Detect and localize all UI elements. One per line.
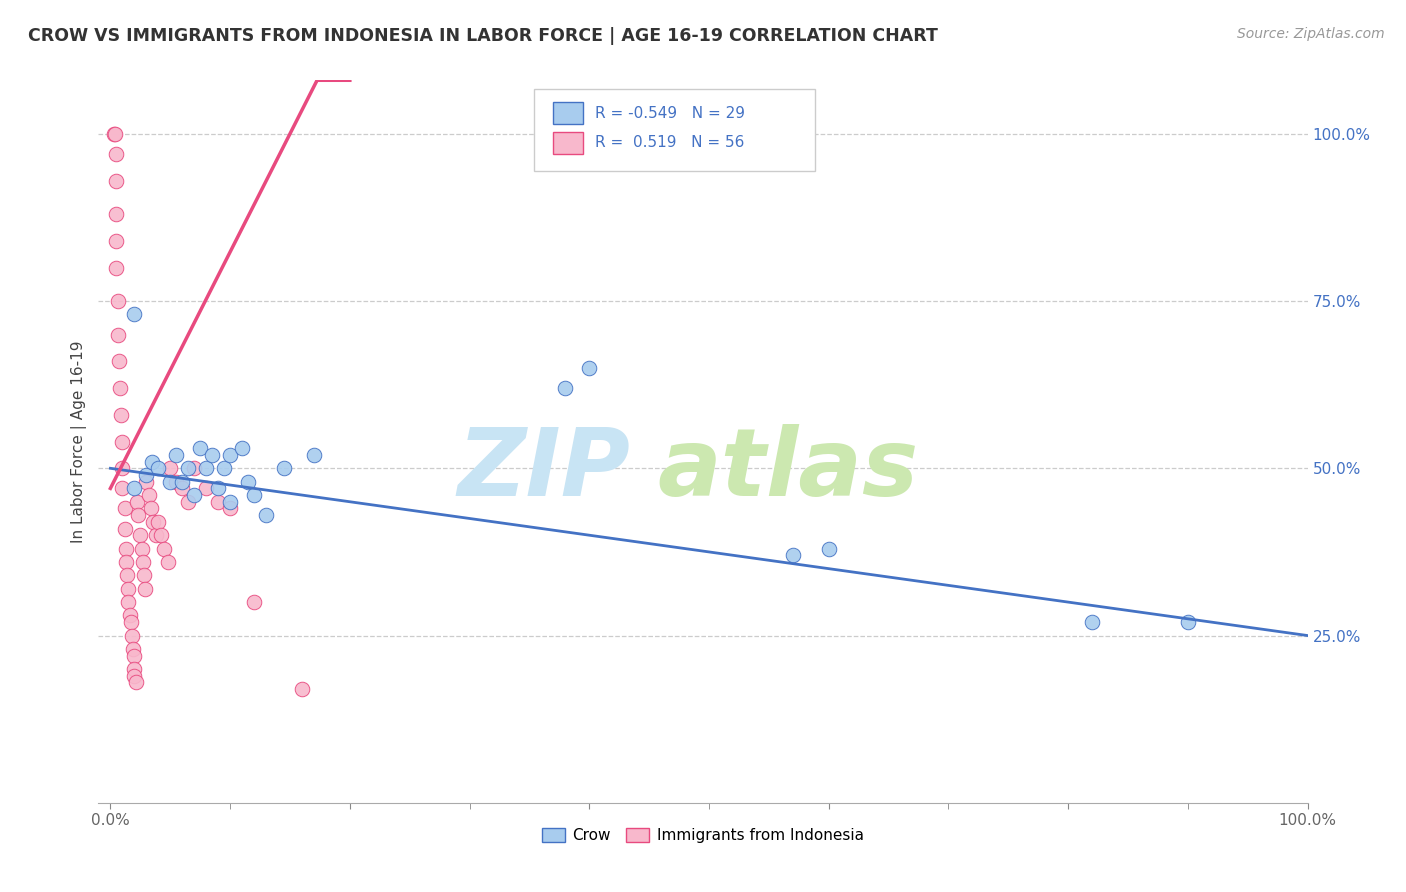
Point (117, 582, 139, 596)
Point (554, 381, 576, 395)
Text: ZIP: ZIP (457, 425, 630, 516)
Point (243, 488, 266, 502)
Point (107, 354, 129, 368)
Point (120, 615, 142, 630)
Text: R =  0.519   N = 56: R = 0.519 N = 56 (595, 136, 744, 150)
Point (578, 361, 600, 376)
Point (115, 555, 138, 569)
Point (302, 448, 325, 462)
Point (817, 541, 839, 556)
Point (124, 669, 146, 683)
Point (195, 482, 218, 496)
Text: atlas: atlas (657, 425, 918, 516)
Point (177, 494, 200, 508)
Point (156, 555, 179, 569)
Point (243, 595, 266, 609)
Point (121, 628, 143, 642)
Point (105, 147, 128, 161)
Point (117, 595, 139, 609)
Point (107, 294, 129, 309)
Point (148, 515, 170, 529)
Point (141, 455, 163, 469)
Point (142, 515, 165, 529)
Point (219, 494, 242, 508)
Point (153, 541, 176, 556)
Point (1177, 615, 1199, 630)
Point (124, 662, 146, 676)
Point (165, 448, 187, 462)
Point (172, 475, 194, 489)
Point (177, 461, 200, 475)
Point (118, 608, 141, 623)
Point (165, 475, 187, 489)
Point (124, 648, 146, 663)
Point (135, 475, 157, 489)
Point (103, 127, 125, 141)
Text: Source: ZipAtlas.com: Source: ZipAtlas.com (1237, 27, 1385, 41)
Point (105, 234, 128, 248)
Point (129, 528, 152, 542)
Point (195, 461, 218, 475)
Point (127, 508, 149, 523)
Point (231, 442, 253, 455)
Point (159, 461, 181, 475)
Point (124, 675, 146, 690)
Point (132, 555, 155, 569)
Text: CROW VS IMMIGRANTS FROM INDONESIA IN LABOR FORCE | AGE 16-19 CORRELATION CHART: CROW VS IMMIGRANTS FROM INDONESIA IN LAB… (28, 27, 938, 45)
Point (115, 541, 138, 556)
Point (273, 461, 295, 475)
Point (115, 568, 138, 582)
Point (124, 482, 146, 496)
Point (183, 461, 205, 475)
Point (145, 528, 167, 542)
Point (134, 582, 156, 596)
Point (107, 327, 129, 342)
Point (125, 494, 148, 508)
Point (139, 501, 162, 516)
Point (236, 475, 259, 489)
Point (122, 642, 145, 657)
Point (114, 521, 136, 535)
Point (291, 681, 314, 696)
Point (110, 408, 132, 422)
Point (159, 475, 181, 489)
Point (135, 467, 157, 482)
Point (172, 482, 194, 496)
Point (254, 508, 277, 523)
Point (183, 488, 205, 502)
Y-axis label: In Labor Force | Age 16-19: In Labor Force | Age 16-19 (72, 340, 87, 543)
Point (219, 448, 242, 462)
Point (207, 494, 229, 508)
Point (104, 127, 127, 141)
Point (1081, 615, 1104, 630)
Point (111, 482, 134, 496)
Point (138, 488, 160, 502)
Point (188, 442, 211, 455)
Point (108, 381, 131, 395)
Point (148, 461, 170, 475)
Point (105, 260, 128, 275)
Point (105, 173, 128, 188)
Legend: Crow, Immigrants from Indonesia: Crow, Immigrants from Indonesia (536, 822, 870, 849)
Point (207, 482, 229, 496)
Point (219, 501, 242, 516)
Text: R = -0.549   N = 29: R = -0.549 N = 29 (595, 106, 745, 120)
Point (111, 434, 134, 449)
Point (149, 528, 172, 542)
Point (114, 501, 136, 516)
Point (131, 541, 153, 556)
Point (201, 448, 224, 462)
Point (111, 461, 134, 475)
Point (132, 568, 155, 582)
Point (212, 461, 235, 475)
Point (105, 207, 128, 221)
Point (782, 548, 804, 563)
Point (124, 307, 146, 322)
